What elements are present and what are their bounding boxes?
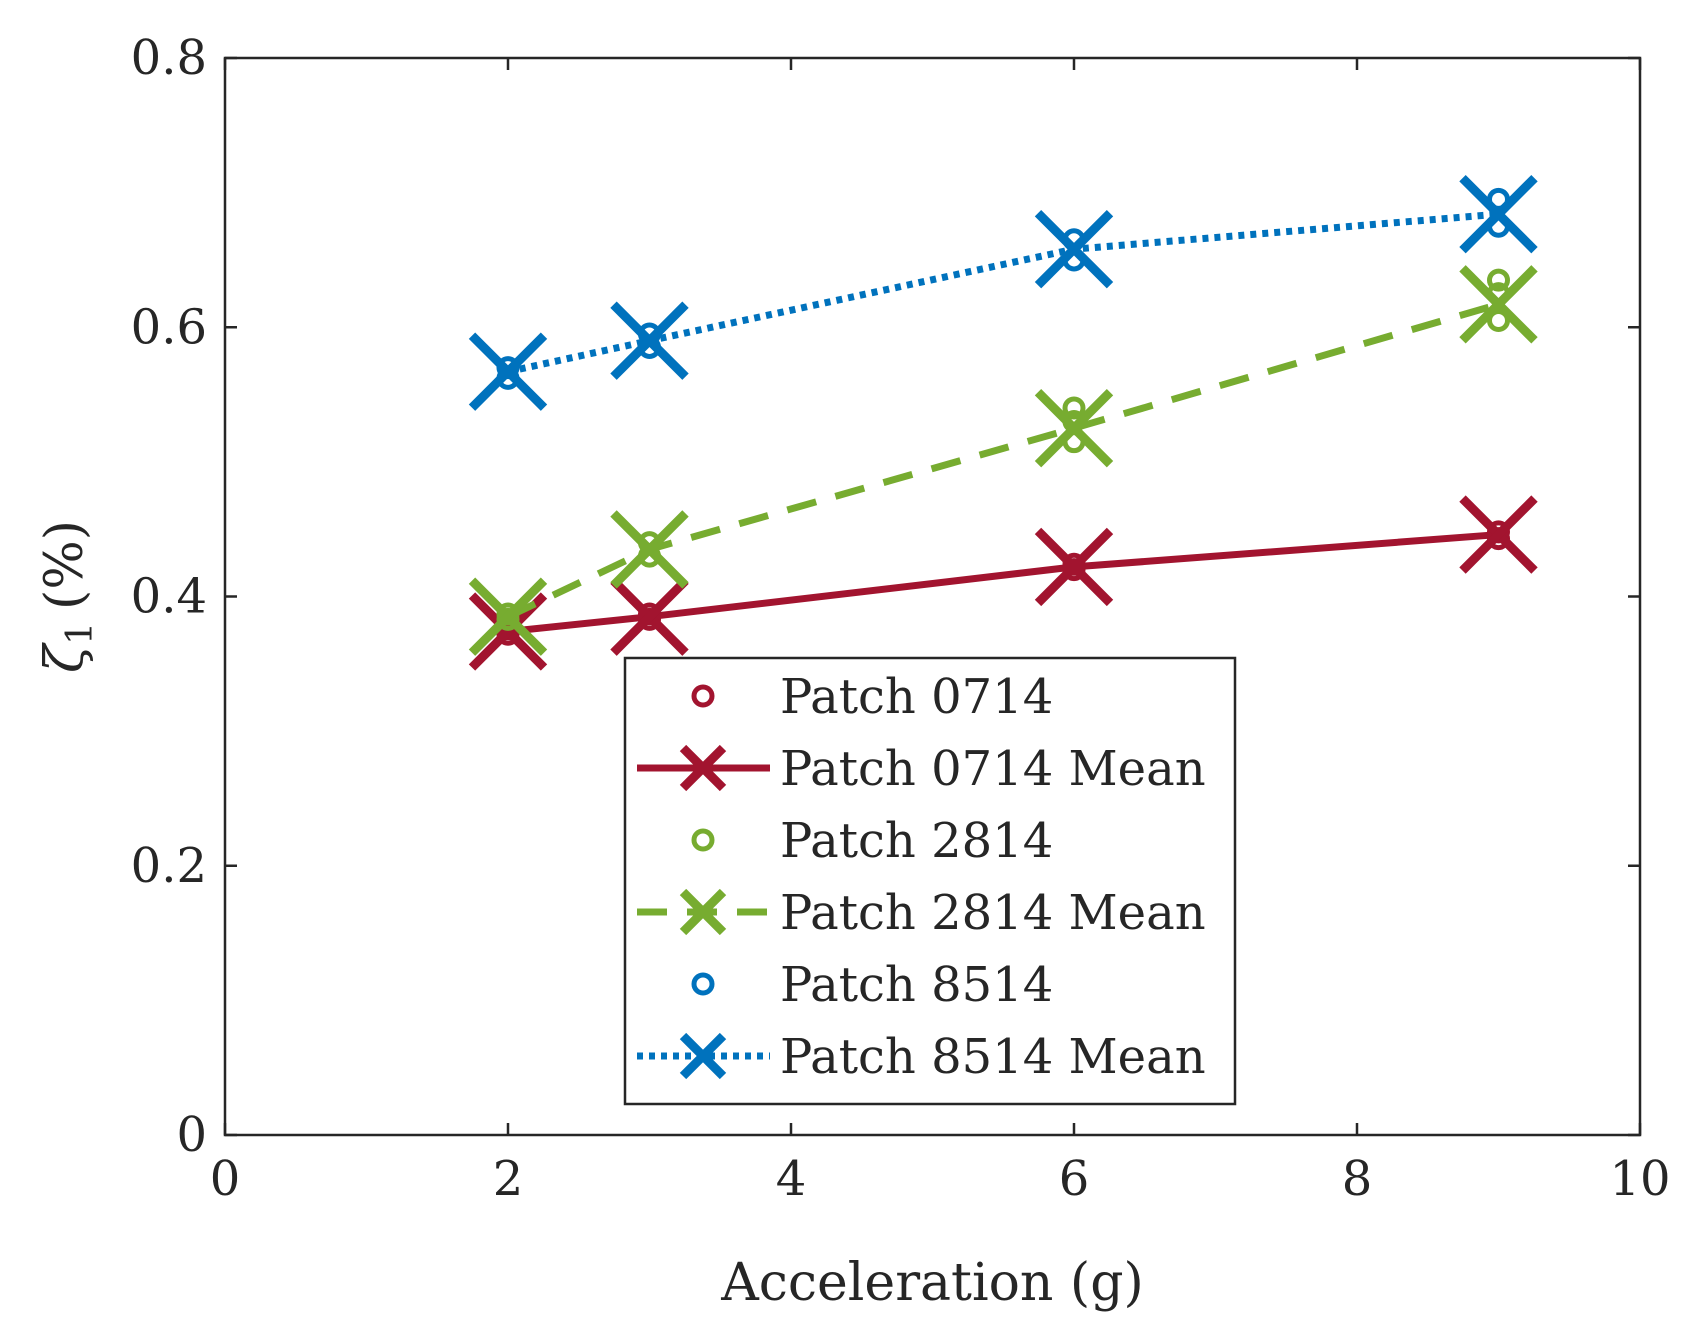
mean-x-stroke [1459,265,1538,344]
mean-x-marker [610,510,689,589]
x-tick-labels: 0 2 4 6 8 10 [210,1151,1671,1207]
mean-x-marker [610,577,689,656]
x-tick-label: 4 [776,1151,807,1207]
mean-x-marker [1034,209,1114,289]
y-tick-labels: 0 0.2 0.4 0.6 0.8 [131,30,207,1163]
x-axis-label: Acceleration (g) [720,1253,1144,1313]
legend-label: Patch 0714 [780,669,1053,725]
y-tick-label: 0.2 [131,838,207,894]
x-tick-label: 6 [1059,1151,1090,1207]
legend-x-marker [679,744,727,792]
mean-x-marker [468,577,548,656]
mean-x-stroke [1459,174,1538,254]
series-line [506,301,1500,620]
data-point [1487,309,1510,333]
y-axis-label-subscript: 1 [60,622,101,645]
mean-x-stroke [1459,495,1538,574]
data-point [1062,396,1086,420]
mean-x-marker [1034,527,1114,607]
mean-x-marker [610,301,689,380]
legend-item: Patch 8514 [691,957,1053,1013]
mean-x-stroke [1034,527,1114,607]
series-patch-8514-mean [468,174,1538,411]
series-line [507,531,1499,635]
legend-circle-marker [691,684,715,708]
data-point [1487,268,1510,292]
legend-label: Patch 0714 Mean [780,741,1206,797]
x-tick-label: 10 [1609,1151,1670,1207]
legend-item: Patch 8514 Mean [637,1029,1206,1085]
mean-x-marker [1459,495,1538,574]
y-tick-label: 0 [176,1107,207,1163]
series-patch-2814-mean [468,265,1538,656]
y-axis-label-unit: (%) [35,520,95,610]
legend-x-marker [679,1032,727,1080]
legend-item: Patch 2814 Mean [637,885,1206,941]
legend-item: Patch 0714 [691,669,1053,725]
legend-label: Patch 8514 [780,957,1053,1013]
legend-item: Patch 2814 [691,813,1053,869]
plot-area [468,174,1538,671]
mean-x-stroke [1034,209,1114,289]
legend-circle-marker [691,972,715,996]
legend-label: Patch 2814 Mean [780,885,1206,941]
mean-x-stroke [610,301,689,380]
mean-x-stroke [1034,389,1114,468]
mean-x-marker [1034,389,1114,468]
series-line [507,210,1499,376]
legend-circle-marker [691,828,715,852]
mean-x-marker [1459,265,1538,344]
mean-x-stroke [610,510,689,589]
legend-label: Patch 2814 [780,813,1053,869]
mean-x-stroke [610,577,689,656]
legend-box [623,656,1237,1106]
legend-item: Patch 0714 Mean [637,741,1206,797]
mean-x-stroke [468,332,548,411]
legend-x-marker [679,888,727,936]
mean-x-stroke [468,577,548,656]
x-tick-label: 2 [493,1151,524,1207]
x-tick-label: 0 [210,1151,241,1207]
y-tick-label: 0.4 [131,569,207,625]
legend: Patch 0714 Patch 0714 Mean Patch 2814 Patch… [623,656,1237,1106]
y-tick-label: 0.6 [131,299,207,355]
legend-label: Patch 8514 Mean [780,1029,1206,1085]
y-axis-label: ζ1 (%) [35,520,101,673]
x-tick-label: 8 [1342,1151,1373,1207]
y-tick-label: 0.8 [131,30,207,86]
mean-x-marker [468,332,548,411]
axis-ticks [223,56,1642,1137]
y-axis-label-symbol: ζ [35,642,95,673]
mean-x-marker [1459,174,1538,254]
